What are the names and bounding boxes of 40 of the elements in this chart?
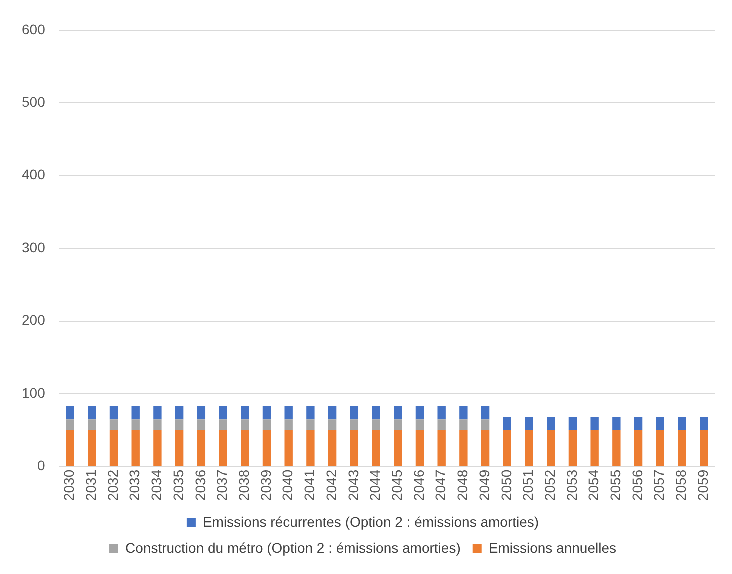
x-tick-label: 2032 <box>104 470 121 502</box>
x-tick-label: 2038 <box>236 470 252 502</box>
x-tick-label: 2054 <box>586 470 602 502</box>
y-tick-label: 100 <box>22 384 46 401</box>
x-tick-label: 2037 <box>214 470 230 502</box>
x-tick-label: 2047 <box>432 470 449 502</box>
x-tick-label: 2033 <box>126 470 143 502</box>
x-tick-label: 2052 <box>542 470 558 502</box>
legend-label: Emissions récurrentes (Option 2 : émissions amorties) <box>202 514 540 530</box>
x-tick-label: 2043 <box>345 470 362 502</box>
y-tick-label: 400 <box>22 166 46 183</box>
x-tick-label: 2057 <box>651 470 668 502</box>
x-tick-label: 2053 <box>564 470 580 502</box>
y-tick-label: 200 <box>22 312 46 328</box>
x-tick-label: 2035 <box>170 470 186 502</box>
x-tick-label: 2059 <box>694 470 711 502</box>
x-tick-label: 2031 <box>83 470 99 502</box>
x-tick-label: 2055 <box>608 470 624 502</box>
x-tick-label: 2051 <box>520 470 536 502</box>
x-tick-label: 2036 <box>192 470 208 502</box>
x-tick-label: 2058 <box>673 470 690 502</box>
x-tick-label: 2056 <box>629 470 646 502</box>
x-tick-label: 2041 <box>302 470 318 502</box>
x-tick-label: 2049 <box>476 470 492 502</box>
y-tick-label: 600 <box>22 21 46 38</box>
x-tick-label: 2042 <box>323 470 340 502</box>
legend-label: Emissions annuelles <box>488 540 616 556</box>
y-tick-label: 500 <box>22 94 46 110</box>
x-tick-label: 2030 <box>61 470 78 502</box>
x-tick-label: 2046 <box>410 470 427 502</box>
y-tick-label: 300 <box>22 239 46 256</box>
x-tick-label: 2039 <box>258 470 274 502</box>
x-tick-label: 2044 <box>367 470 384 502</box>
x-tick-label: 2050 <box>498 470 514 502</box>
x-tick-label: 2048 <box>454 470 471 502</box>
legend-label: Construction du métro (Option 2 : émissions amorties) <box>126 540 461 556</box>
x-tick-label: 2034 <box>148 470 165 502</box>
x-tick-label: 2040 <box>280 470 296 502</box>
x-tick-label: 2045 <box>388 470 405 502</box>
y-tick-label: 0 <box>38 458 46 474</box>
